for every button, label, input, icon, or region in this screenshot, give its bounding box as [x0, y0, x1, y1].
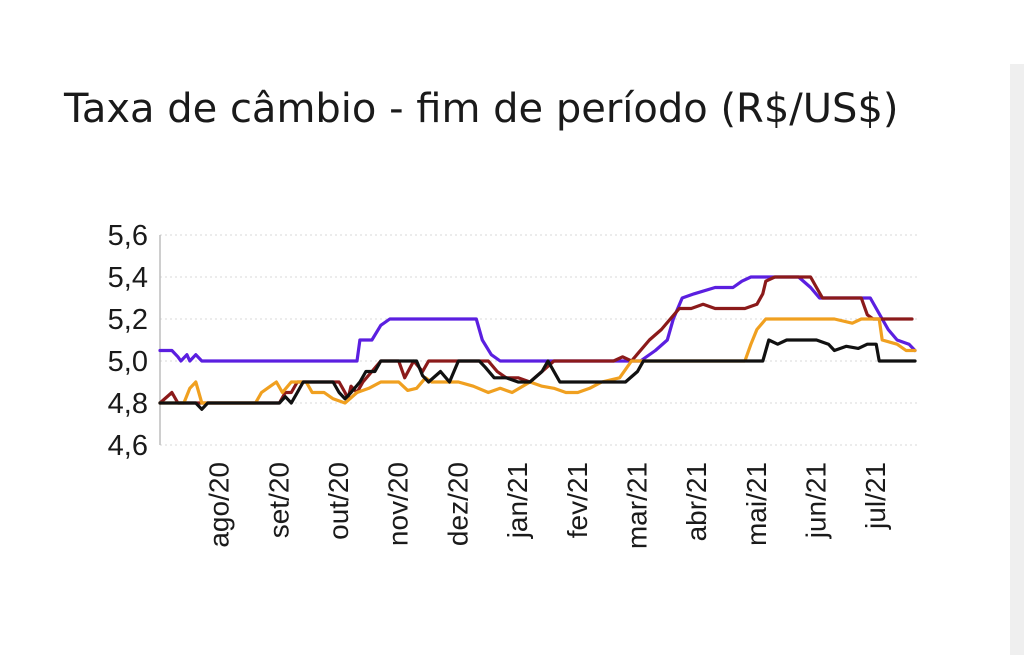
x-tick-label: jan/21	[502, 462, 533, 539]
x-tick-label: set/20	[263, 462, 294, 538]
y-tick-label: 5,4	[108, 262, 148, 294]
x-tick-label: jul/21	[860, 462, 891, 530]
y-tick-label: 4,8	[108, 388, 148, 420]
y-tick-label: 5,2	[108, 304, 148, 336]
series-lines	[158, 275, 917, 411]
x-tick-label: fev/21	[562, 462, 593, 538]
y-tick-label: 4,6	[108, 430, 148, 462]
x-tick-label: jun/21	[801, 462, 832, 539]
x-tick-label: mai/21	[741, 462, 772, 546]
scrollbar-track	[1010, 64, 1024, 655]
x-tick-labels: ago/20 set/20 out/20 nov/20 dez/20 jan/21 fev/…	[204, 462, 892, 549]
y-tick-label: 5,0	[108, 346, 148, 378]
y-tick-label: 5,6	[108, 220, 148, 252]
x-tick-label: out/20	[323, 462, 354, 540]
x-tick-label: nov/20	[383, 462, 414, 546]
series-line-4	[158, 338, 917, 411]
chart-title: Taxa de câmbio - fim de período (R$/US$)	[64, 86, 899, 132]
y-tick-labels: 4,6 4,8 5,0 5,2 5,4 5,6	[108, 220, 148, 462]
x-tick-label: abr/21	[681, 462, 712, 541]
series-line-3	[158, 317, 917, 405]
x-tick-label: ago/20	[204, 462, 235, 548]
x-tick-label: mar/21	[621, 462, 652, 549]
x-tick-label: dez/20	[442, 462, 473, 546]
